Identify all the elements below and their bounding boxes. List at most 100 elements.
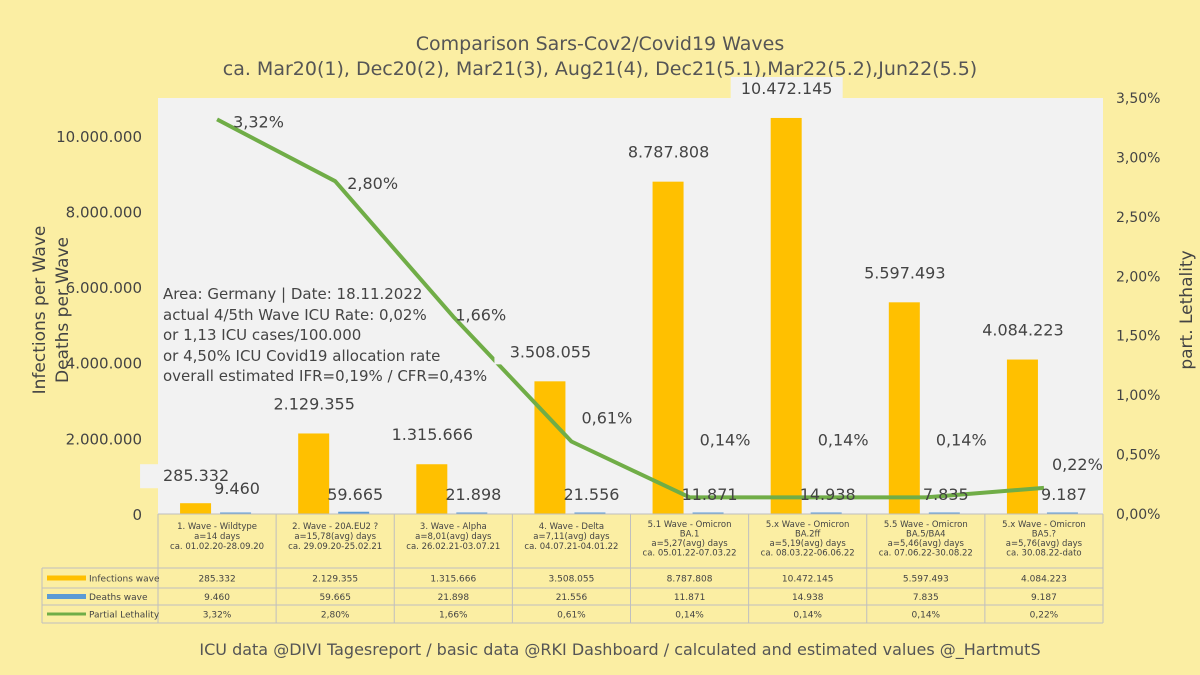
y-tick-right: 2,00% — [1116, 269, 1160, 285]
infections-label-bg — [140, 464, 253, 489]
category-label: 3. Wave - Alpha — [420, 522, 487, 532]
infections-data-label: 4.084.223 — [982, 321, 1063, 340]
infections-data-label: 8.787.808 — [628, 143, 709, 162]
table-cell: 2.129.355 — [312, 575, 358, 585]
category-label: BA.5/BA4 — [906, 530, 946, 540]
table-cell: 0,22% — [1030, 611, 1059, 621]
legend-label: Deaths wave — [89, 593, 148, 603]
table-cell: 0,61% — [557, 611, 586, 621]
category-label: BA.2ff — [795, 530, 822, 540]
chart-annotation: Area: Germany | Date: 18.11.2022 actual … — [163, 284, 487, 387]
category-label: ca. 05.01.22-07.03.22 — [643, 549, 737, 559]
table-cell: 1,66% — [439, 611, 468, 621]
category-label: 2. Wave - 20A.EU2 ? — [292, 522, 378, 532]
chart-footer-source: ICU data @DIVI Tagesreport / basic data … — [199, 640, 1041, 659]
infections-data-label: 10.472.145 — [741, 79, 833, 98]
table-cell: 59.665 — [319, 593, 351, 603]
lethality-data-label: 0,61% — [581, 408, 632, 427]
deaths-data-label: 9.187 — [1041, 485, 1087, 504]
deaths-data-label: 11.871 — [682, 485, 738, 504]
table-cell: 10.472.145 — [782, 575, 834, 585]
table-cell: 7.835 — [913, 593, 939, 603]
table-cell: 2,80% — [321, 611, 350, 621]
y-tick-left: 0 — [132, 506, 142, 524]
infections-bar — [770, 117, 802, 514]
table-cell: 21.898 — [438, 593, 470, 603]
category-label: a=5,19(avg) days — [770, 539, 847, 549]
lethality-data-label: 0,14% — [818, 430, 869, 449]
annotation-line: overall estimated IFR=0,19% / CFR=0,43% — [163, 367, 488, 385]
table-cell: 9.187 — [1031, 593, 1057, 603]
deaths-data-label: 14.938 — [800, 485, 856, 504]
legend-label: Infections wave — [89, 575, 160, 585]
deaths-data-label: 59.665 — [327, 485, 383, 504]
lethality-data-label: 3,32% — [233, 112, 284, 131]
y-tick-left: 4.000.000 — [66, 355, 142, 373]
category-label: ca. 04.07.21-04.01.22 — [524, 542, 618, 552]
lethality-data-label: 1,66% — [455, 306, 506, 325]
infections-bar — [180, 503, 212, 514]
y-tick-right: 3,00% — [1116, 150, 1160, 166]
category-label: ca. 29.09.20-25.02.21 — [288, 542, 382, 552]
infections-label-bg — [258, 392, 371, 417]
y-tick-left: 10.000.000 — [56, 128, 142, 146]
table-cell: 1.315.666 — [430, 575, 476, 585]
infections-label-bg — [848, 261, 961, 286]
table-cell: 11.871 — [674, 593, 706, 603]
category-label: a=5,76(avg) days — [1006, 539, 1083, 549]
lethality-line — [216, 117, 1045, 500]
category-label: 5.5 Wave - Omicron — [884, 520, 968, 530]
deaths-bar — [1046, 512, 1078, 514]
infections-data-label: 285.332 — [163, 466, 229, 485]
deaths-bar — [810, 512, 842, 514]
table-cell: 9.460 — [204, 593, 230, 603]
y-tick-right: 1,00% — [1116, 388, 1160, 404]
y-tick-right: 3,50% — [1116, 91, 1160, 107]
deaths-bar — [692, 512, 724, 514]
infections-bar — [534, 381, 566, 514]
infections-data-label: 3.508.055 — [510, 342, 591, 361]
y-tick-left: 2.000.000 — [66, 430, 142, 448]
lethality-data-label: 2,80% — [347, 174, 398, 193]
table-cell: 21.556 — [556, 593, 588, 603]
table-cell: 285.332 — [198, 575, 235, 585]
legend-label: Partial Lethality — [89, 611, 160, 621]
category-label: 5.x Wave - Omicron — [1002, 520, 1086, 530]
category-label: a=5,46(avg) days — [888, 539, 965, 549]
y-tick-right: 0,50% — [1116, 448, 1160, 464]
table-cell: 5.597.493 — [903, 575, 949, 585]
annotation-line: Area: Germany | Date: 18.11.2022 — [163, 285, 423, 303]
deaths-bar — [574, 512, 606, 514]
category-label: BA.1 — [680, 530, 700, 540]
category-label: ca. 26.02.21-03.07.21 — [406, 542, 500, 552]
lethality-data-label: 0,14% — [936, 430, 987, 449]
category-label: a=14 days — [194, 532, 240, 542]
category-label: ca. 07.06.22-30.08.22 — [879, 549, 973, 559]
y-tick-left: 6.000.000 — [66, 279, 142, 297]
category-label: 4. Wave - Delta — [539, 522, 604, 532]
y-tick-left: 8.000.000 — [66, 203, 142, 221]
category-label: ca. 30.08.22-dato — [1006, 549, 1081, 559]
deaths-bar — [456, 512, 488, 514]
infections-bar — [298, 433, 330, 514]
category-label: 1. Wave - Wildtype — [177, 522, 257, 532]
infections-bar — [416, 464, 448, 514]
infections-label-bg — [494, 340, 607, 365]
table-cell: 14.938 — [792, 593, 824, 603]
infections-label-bg — [612, 140, 725, 165]
infections-label-bg — [376, 423, 489, 448]
infections-label-bg — [966, 318, 1079, 343]
infections-data-label: 5.597.493 — [864, 263, 945, 282]
deaths-data-label: 7.835 — [923, 485, 969, 504]
table-cell: 0,14% — [675, 611, 704, 621]
annotation-line: actual 4/5th Wave ICU Rate: 0,02% — [163, 305, 427, 324]
y-tick-right: 0,00% — [1116, 507, 1160, 523]
y-tick-right: 1,50% — [1116, 329, 1160, 345]
infections-bar — [888, 302, 920, 514]
infections-data-label: 1.315.666 — [392, 425, 473, 444]
category-label: ca. 01.02.20-28.09.20 — [170, 542, 264, 552]
category-label: 5.x Wave - Omicron — [766, 520, 850, 530]
chart-title: Comparison Sars-Cov2/Covid19 Waves — [415, 33, 785, 55]
deaths-bar — [220, 512, 252, 514]
